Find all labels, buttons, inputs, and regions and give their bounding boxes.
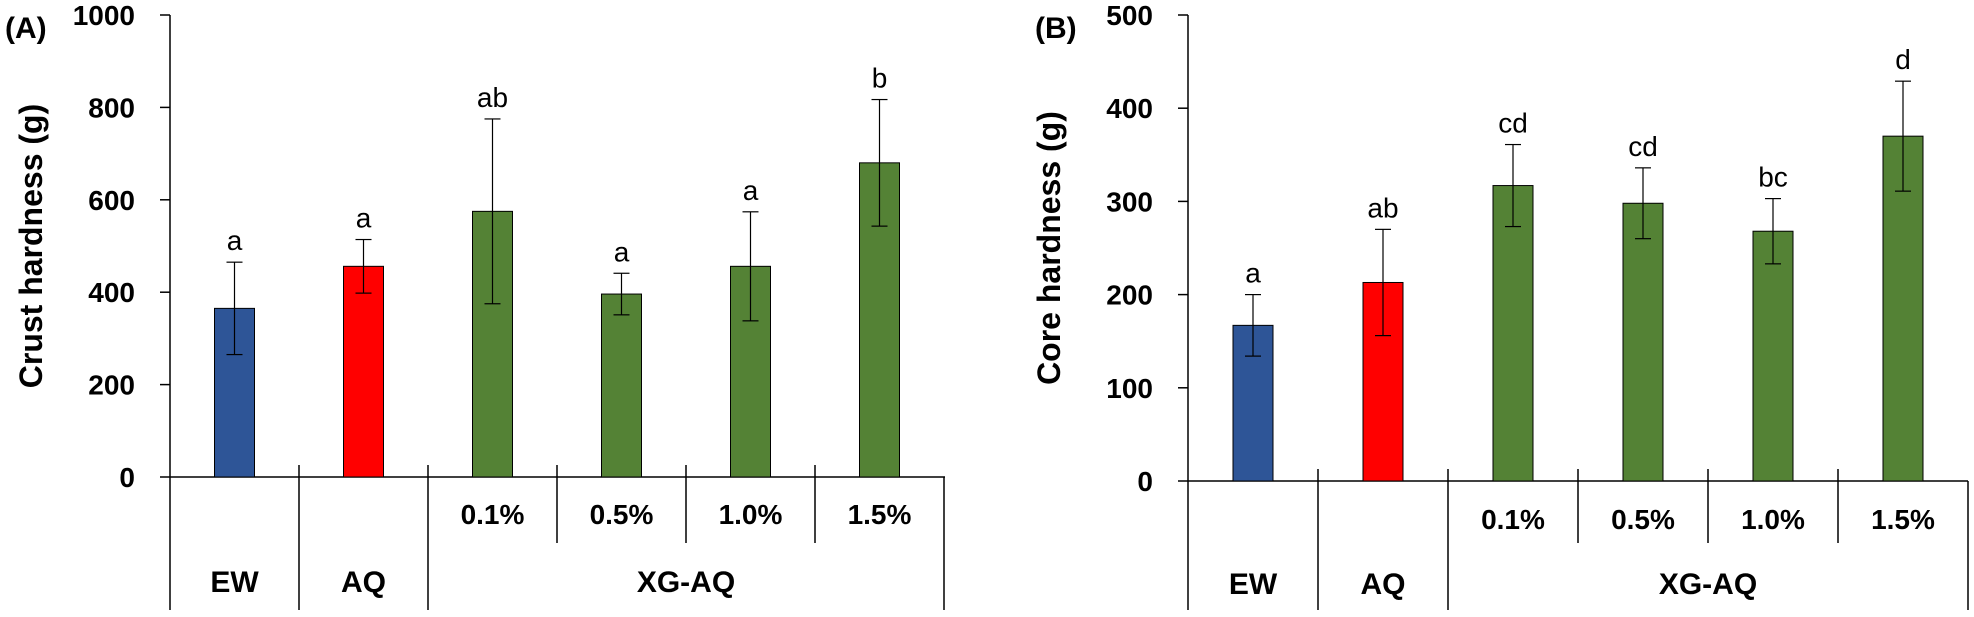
y-tick-label: 0 xyxy=(119,462,135,493)
group-label: EW xyxy=(210,566,259,599)
y-tick-label: 400 xyxy=(1106,93,1153,124)
panel-label: (B) xyxy=(1035,12,1077,45)
subcategory-label: 0.1% xyxy=(461,499,525,530)
y-tick-label: 400 xyxy=(88,277,135,308)
subcategory-label: 0.5% xyxy=(590,499,654,530)
y-tick-label: 300 xyxy=(1106,186,1153,217)
subcategory-label: 1.5% xyxy=(1871,504,1935,535)
bar xyxy=(601,293,642,478)
significance-letter: a xyxy=(614,236,630,267)
significance-letter: cd xyxy=(1628,131,1658,162)
significance-letter: a xyxy=(227,225,243,256)
significance-letter: a xyxy=(356,203,372,234)
y-tick-label: 100 xyxy=(1106,373,1153,404)
significance-letter: ab xyxy=(477,82,508,113)
significance-letter: a xyxy=(743,175,759,206)
subcategory-label: 1.0% xyxy=(1741,504,1805,535)
bar xyxy=(1882,135,1924,482)
subcategory-label: 1.5% xyxy=(848,499,912,530)
y-tick-label: 500 xyxy=(1106,0,1153,31)
panel-label: (A) xyxy=(5,12,47,45)
subcategory-label: 0.1% xyxy=(1481,504,1545,535)
bar xyxy=(1752,230,1794,482)
y-tick-label: 600 xyxy=(88,185,135,216)
bar xyxy=(343,265,384,478)
group-label: AQ xyxy=(341,566,386,599)
significance-letter: d xyxy=(1895,44,1911,75)
group-label: XG-AQ xyxy=(1659,568,1757,601)
y-tick-label: 1000 xyxy=(73,0,135,31)
bar xyxy=(730,265,771,478)
y-axis-title: Crust hardness (g) xyxy=(13,104,49,388)
y-tick-label: 200 xyxy=(1106,280,1153,311)
significance-letter: ab xyxy=(1367,192,1398,223)
significance-letter: a xyxy=(1245,258,1261,289)
y-axis-title: Core hardness (g) xyxy=(1031,111,1067,385)
bar xyxy=(1622,202,1664,482)
significance-letter: bc xyxy=(1758,162,1788,193)
bar xyxy=(1492,185,1534,482)
subcategory-label: 0.5% xyxy=(1611,504,1675,535)
y-tick-label: 800 xyxy=(88,92,135,123)
significance-letter: cd xyxy=(1498,108,1528,139)
y-tick-label: 200 xyxy=(88,370,135,401)
group-label: AQ xyxy=(1361,568,1406,601)
group-label: XG-AQ xyxy=(637,566,735,599)
y-tick-label: 0 xyxy=(1137,466,1153,497)
group-label: EW xyxy=(1229,568,1278,601)
significance-letter: b xyxy=(872,63,888,94)
subcategory-label: 1.0% xyxy=(719,499,783,530)
